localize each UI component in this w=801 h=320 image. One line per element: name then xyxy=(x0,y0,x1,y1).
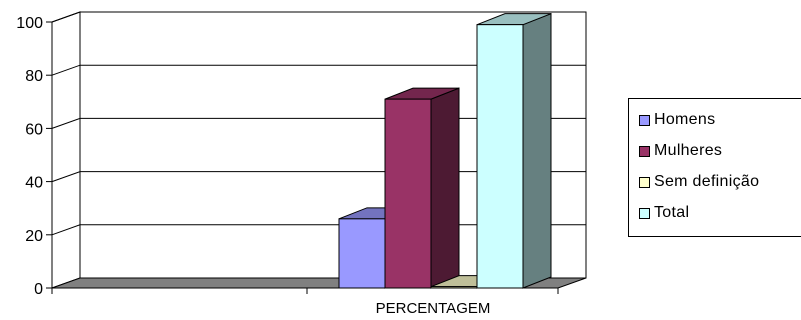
legend-label: Sem definição xyxy=(654,173,760,190)
gridline xyxy=(51,64,586,76)
bar-front xyxy=(338,218,386,289)
y-tick-label: 80 xyxy=(25,68,43,85)
legend-label: Mulheres xyxy=(654,142,723,159)
x-axis: PERCENTAGEM xyxy=(51,288,559,317)
bar-front xyxy=(476,24,524,289)
legend-swatch xyxy=(639,207,650,219)
legend-item: Mulheres xyxy=(639,140,722,162)
legend-swatch xyxy=(639,176,650,188)
bar-mulheres xyxy=(384,87,460,289)
bars xyxy=(338,12,552,289)
gridline xyxy=(51,11,586,23)
y-tick-label: 100 xyxy=(16,15,43,32)
legend-item: Homens xyxy=(639,109,715,131)
bar-side xyxy=(430,87,460,289)
bar-front xyxy=(384,98,432,289)
legend: Homens Mulheres Sem definição Total xyxy=(628,98,801,237)
bar-side xyxy=(522,12,552,289)
legend-item: Total xyxy=(639,202,689,224)
y-tick-label: 60 xyxy=(25,121,43,138)
y-tick-label: 0 xyxy=(34,281,43,298)
legend-swatch xyxy=(639,145,650,157)
side-wall xyxy=(51,11,81,289)
y-tick-label: 40 xyxy=(25,175,43,192)
x-category-label: PERCENTAGEM xyxy=(376,300,491,317)
legend-swatch xyxy=(639,114,650,126)
bar-front xyxy=(430,286,478,289)
legend-label: Homens xyxy=(654,111,716,128)
legend-label: Total xyxy=(654,204,690,221)
legend-item: Sem definição xyxy=(639,171,759,193)
y-axis: 0 20 40 60 80 100 xyxy=(16,15,53,298)
bar-total xyxy=(476,12,552,289)
y-tick-label: 20 xyxy=(25,228,43,245)
